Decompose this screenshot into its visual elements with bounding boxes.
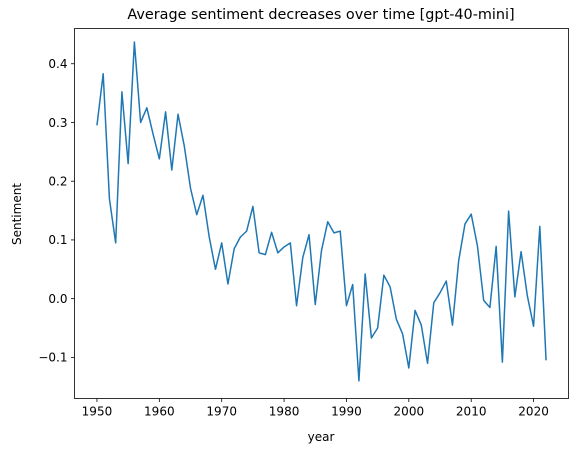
y-tick-label: 0.2 — [48, 174, 67, 188]
x-tick-label: 2020 — [518, 405, 549, 419]
x-tick-label: 1970 — [206, 405, 237, 419]
x-axis-label: year — [308, 430, 335, 444]
x-tick-label: 2000 — [394, 405, 425, 419]
x-tick-label: 1990 — [331, 405, 362, 419]
chart-title: Average sentiment decreases over time [g… — [127, 7, 514, 23]
y-tick-label: 0.1 — [48, 233, 67, 247]
x-axis: 1950 1960 1970 1980 1990 2000 2010 2020 — [82, 399, 549, 419]
x-tick-label: 1950 — [82, 405, 113, 419]
x-tick-label: 1980 — [269, 405, 300, 419]
plot-frame — [75, 29, 569, 399]
y-tick-label: 0.0 — [48, 292, 67, 306]
y-tick-label: 0.3 — [48, 116, 67, 130]
y-tick-label: −0.1 — [38, 351, 67, 365]
y-tick-label: 0.4 — [48, 57, 67, 71]
x-tick-label: 1960 — [144, 405, 175, 419]
plot-area — [97, 42, 546, 381]
x-tick-label: 2010 — [456, 405, 487, 419]
y-axis: −0.1 0.0 0.1 0.2 0.3 0.4 — [38, 57, 74, 365]
y-axis-label: Sentiment — [10, 183, 24, 245]
series-line — [97, 42, 546, 381]
